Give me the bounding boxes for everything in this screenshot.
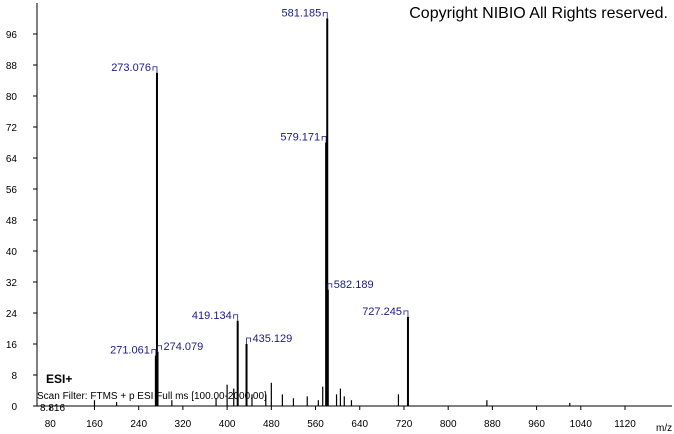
- peak: [156, 351, 159, 406]
- x-tick-label: 880: [484, 419, 501, 430]
- x-tick-label: 720: [396, 419, 413, 430]
- peak: [215, 398, 217, 406]
- x-tick-label: 1120: [614, 419, 636, 430]
- label-bracket: [322, 12, 328, 19]
- peak: [486, 400, 488, 406]
- peak: [317, 400, 319, 406]
- scan-filter: Scan Filter: FTMS + p ESI Full ms [100.0…: [37, 391, 267, 402]
- chart-title: Copyright NIBIO All Rights reserved.: [409, 5, 668, 22]
- y-tick-label: 8: [11, 371, 17, 382]
- label-bracket: [321, 136, 327, 143]
- x-tick-label: 480: [263, 419, 280, 430]
- peak-label: 579.171: [280, 132, 320, 144]
- y-tick-label: 16: [6, 340, 18, 351]
- y-tick-label: 56: [6, 185, 18, 196]
- y-tick-label: 88: [6, 61, 18, 72]
- peak: [154, 355, 157, 406]
- x-tick-label: 640: [351, 419, 368, 430]
- peak-label: 435.129: [253, 333, 293, 345]
- peak: [350, 400, 353, 406]
- peak-label: 419.134: [192, 310, 232, 322]
- peak-label: 581.185: [281, 8, 321, 20]
- x-tick-label: 160: [86, 419, 103, 430]
- peak: [93, 400, 96, 406]
- peak: [326, 18, 329, 406]
- peak: [397, 394, 400, 406]
- peak-label: 274.079: [164, 341, 204, 353]
- x-tick-label: 560: [307, 419, 324, 430]
- peak: [292, 398, 295, 406]
- peak-label: 271.061: [110, 345, 150, 357]
- peak: [569, 402, 571, 406]
- peak: [281, 394, 283, 406]
- ionization: ESI+: [46, 372, 72, 386]
- y-tick-label: 24: [6, 309, 18, 320]
- label-bracket: [403, 310, 409, 317]
- peak: [233, 388, 235, 406]
- peak: [406, 316, 409, 406]
- y-tick-label: 32: [6, 278, 18, 289]
- peak: [155, 72, 158, 406]
- peak-label: 582.189: [334, 279, 374, 291]
- peak: [251, 394, 253, 406]
- label-bracket: [151, 349, 157, 356]
- label-bracket: [152, 66, 158, 73]
- y-tick-label: 48: [6, 216, 18, 227]
- y-tick-label: 64: [6, 154, 18, 165]
- label-bracket: [157, 345, 162, 352]
- peak: [306, 396, 308, 406]
- x-tick-label: 80: [45, 419, 57, 430]
- y-tick-label: 40: [6, 247, 18, 258]
- retention-time: 8.816: [40, 403, 65, 414]
- y-tick-label: 96: [6, 30, 18, 41]
- x-tick-label: 400: [219, 419, 236, 430]
- x-tick-label: 960: [528, 419, 545, 430]
- peak: [171, 400, 173, 406]
- y-tick-label: 0: [11, 402, 17, 413]
- label-bracket: [327, 283, 333, 290]
- y-tick-label: 80: [6, 92, 18, 103]
- peak: [325, 142, 328, 406]
- peak: [226, 384, 228, 406]
- peak: [115, 402, 118, 406]
- x-tick-label: 320: [175, 419, 192, 430]
- y-tick-label: 72: [6, 123, 18, 134]
- x-tick-label: 800: [440, 419, 457, 430]
- peak: [265, 394, 267, 406]
- peak: [326, 289, 329, 406]
- label-bracket: [233, 314, 239, 321]
- peak: [335, 394, 338, 406]
- peak: [322, 386, 324, 406]
- x-axis-label: m/z: [656, 423, 672, 434]
- peak: [343, 396, 345, 406]
- peak: [339, 388, 342, 406]
- label-bracket: [246, 337, 251, 344]
- x-tick-label: 240: [130, 419, 147, 430]
- peak-label: 727.245: [362, 306, 402, 318]
- peak: [270, 382, 272, 406]
- x-tick-label: 1040: [570, 419, 593, 430]
- peak-label: 273.076: [111, 62, 151, 74]
- peak: [245, 344, 248, 406]
- peak: [236, 320, 239, 406]
